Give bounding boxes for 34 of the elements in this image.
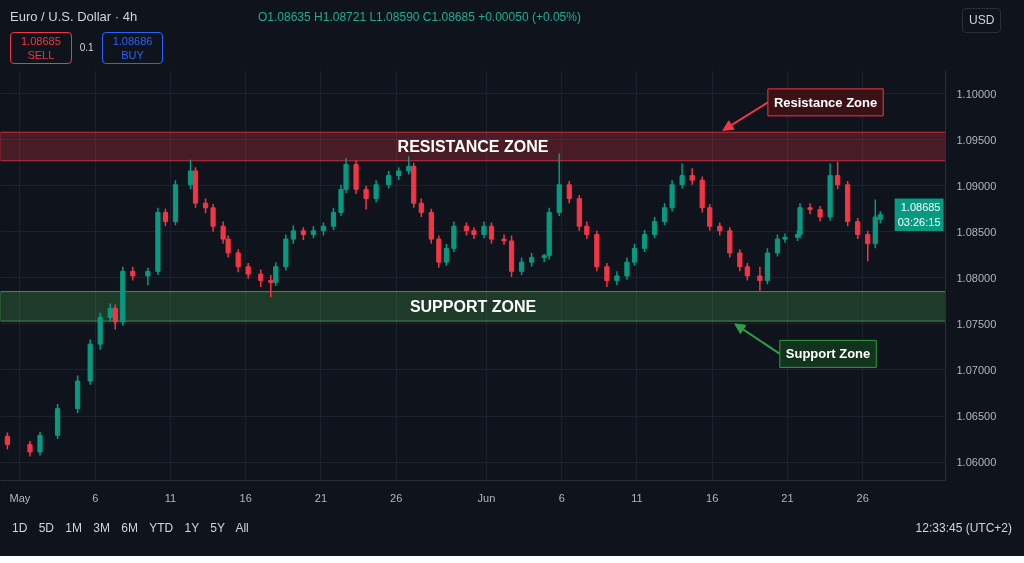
y-tick-label: 1.08500: [956, 225, 997, 238]
y-tick-label: 1.06000: [956, 456, 997, 469]
text: 1D 5D 1M 3M 6M YTD 1Y 5Y All: [12, 520, 249, 537]
y-tick-label: 1.08000: [956, 271, 997, 284]
x-tick-label: 21: [781, 491, 794, 504]
text: 1.08685 SELL: [10, 32, 72, 64]
x-tick-label: 21: [314, 491, 328, 504]
annotation: Support Zone: [785, 346, 871, 362]
y-tick-label: 1.07000: [956, 363, 997, 376]
x-tick-label: 16: [239, 491, 252, 504]
x-tick-label: 6: [92, 491, 99, 504]
x-tick-label: 26: [390, 491, 403, 504]
text: 12:33:45 (UTC+2): [915, 520, 1012, 537]
x-tick-label: Jun: [477, 491, 496, 504]
x-tick-label: 6: [558, 491, 565, 504]
text: USD: [962, 8, 1002, 34]
text: 1.08686 BUY: [101, 32, 164, 64]
x-tick-label: 11: [631, 491, 643, 504]
y-tick-label: 1.07500: [956, 317, 997, 330]
band-label: SUPPORT ZONE: [409, 297, 537, 315]
x-tick-label: 11: [164, 491, 177, 504]
text: 0.1: [79, 42, 94, 54]
band-label: RESISTANCE ZONE: [397, 138, 549, 156]
y-tick-label: 1.09000: [956, 179, 997, 192]
x-tick-label: May: [9, 491, 31, 504]
x-tick-label: 16: [706, 491, 719, 504]
annotation: Resistance Zone: [773, 94, 878, 110]
text: O1.08635 H1.08721 L1.08590 C1.08685 +0.00050 (+0.05%): [258, 9, 581, 26]
y-tick-label: 1.10000: [956, 87, 997, 100]
x-tick-label: 26: [856, 491, 869, 504]
chart-title: Euro / U.S. Dollar · 4h: [10, 8, 138, 26]
y-tick-label: 1.09500: [956, 133, 997, 146]
annotation: 1.08685 03:26:15: [897, 201, 941, 228]
y-tick-label: 1.06500: [956, 410, 997, 423]
